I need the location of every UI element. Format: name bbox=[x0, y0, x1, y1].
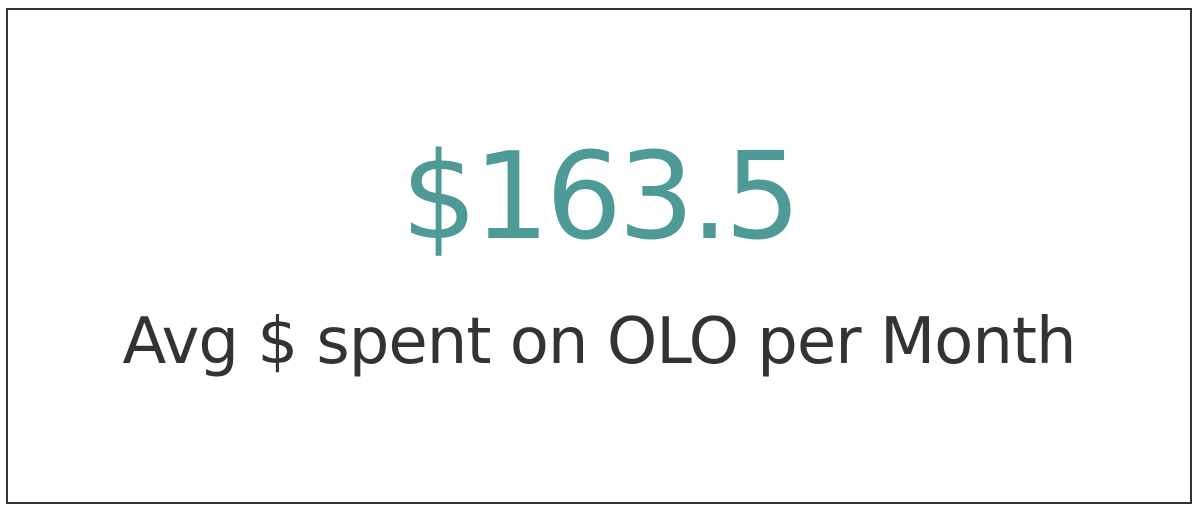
kpi-card: $163.5 Avg $ spent on OLO per Month bbox=[6, 8, 1192, 504]
kpi-value: $163.5 bbox=[401, 128, 801, 267]
kpi-label: Avg $ spent on OLO per Month bbox=[122, 305, 1076, 379]
